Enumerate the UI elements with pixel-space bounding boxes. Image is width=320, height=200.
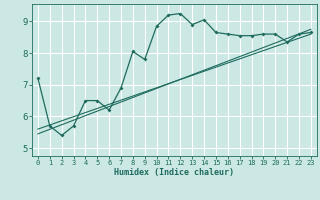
X-axis label: Humidex (Indice chaleur): Humidex (Indice chaleur)	[115, 168, 234, 177]
